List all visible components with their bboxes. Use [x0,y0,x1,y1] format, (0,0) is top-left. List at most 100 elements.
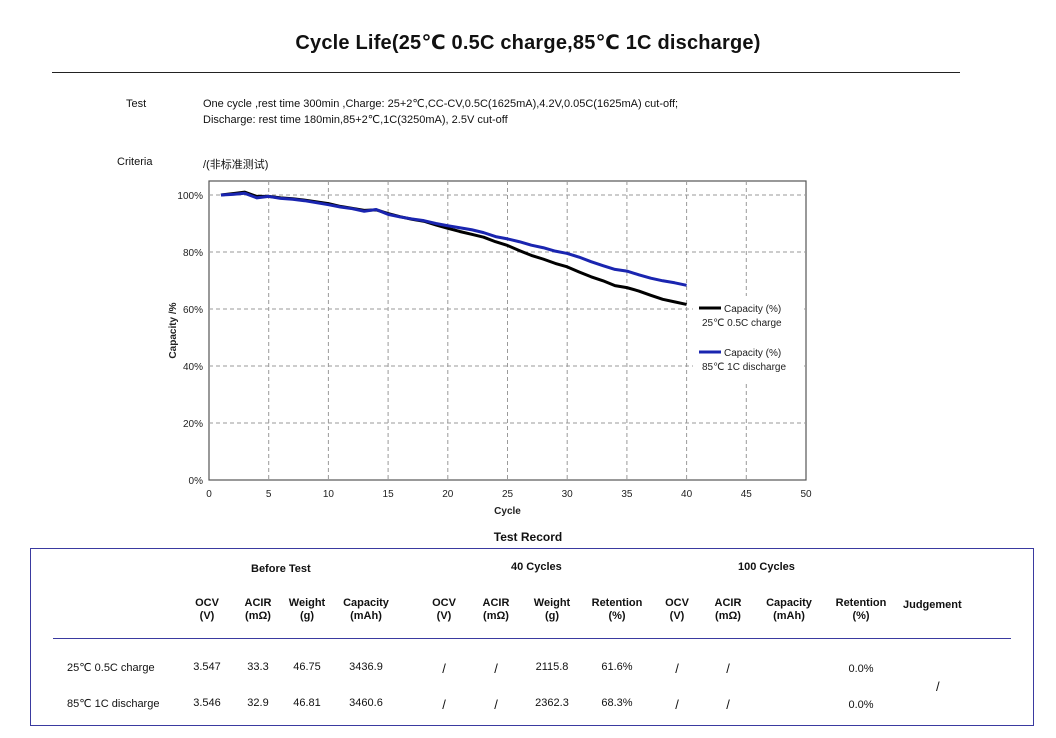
x-tick-label: 50 [800,489,812,500]
test-line-1: One cycle ,rest time 300min ,Charge: 25+… [203,98,679,110]
column-header-name: OCV [432,597,456,609]
x-tick-label: 0 [206,489,212,500]
column-header-name: ACIR [482,597,510,609]
table-cell: 3436.9 [349,661,383,673]
x-tick-label: 5 [266,489,272,500]
table-cell: / [442,661,446,676]
column-header: Weight (g) [527,597,577,623]
legend-sublabel: 85℃ 1C discharge [702,362,786,373]
column-header: Retention (%) [583,597,651,623]
x-axis-label: Cycle [494,506,521,517]
column-header-unit: (mAh) [350,610,382,622]
table-cell: 32.9 [247,697,269,709]
test-record-title: Test Record [493,530,563,544]
column-header-unit: (g) [299,610,315,622]
table-cell: / [442,697,446,712]
x-tick-label: 30 [562,489,574,500]
column-header: Capacity (mAh) [331,597,401,623]
y-tick-label: 80% [183,248,203,259]
x-tick-label: 45 [741,489,753,500]
column-header-unit: (mΩ) [715,610,741,622]
column-header: ACIR (mΩ) [706,597,750,623]
column-header-unit: (mAh) [773,610,805,622]
criteria-label: Criteria [117,156,153,168]
column-header-unit: (mΩ) [483,610,509,622]
column-header: Retention (%) [827,597,895,623]
table-cell: / [494,661,498,676]
column-header-name: ACIR [714,597,742,609]
table-cell: / [726,697,730,712]
table-cell: / [726,661,730,676]
column-header: Weight (g) [281,597,333,623]
column-header-name: Capacity [766,597,812,609]
legend-box [693,296,801,384]
column-header: OCV (V) [421,597,467,623]
legend-entry: Capacity (%) [724,304,781,315]
column-header-name: Capacity [343,597,389,609]
table-cell: / [675,697,679,712]
legend-sublabel: 25℃ 0.5C charge [702,318,782,329]
column-header-name: Weight [533,597,571,609]
y-tick-label: 0% [189,476,204,487]
table-cell: 3.546 [193,697,221,709]
row-label: 25℃ 0.5C charge [67,662,155,674]
column-header-unit: (g) [544,610,560,622]
x-tick-label: 35 [621,489,633,500]
y-tick-label: 100% [177,191,203,202]
column-header-unit: (%) [852,610,870,622]
column-header-unit: (V) [199,610,215,622]
test-label: Test [126,98,147,110]
table-cell: 3.547 [193,661,221,673]
table-cell: 2115.8 [535,661,569,673]
table-cell: 33.3 [247,661,269,673]
column-header-name: OCV [195,597,219,609]
table-cell: 68.3% [601,697,633,709]
series-line [220,191,687,287]
column-header: ACIR (mΩ) [236,597,280,623]
column-header-unit: (mΩ) [245,610,271,622]
table-cell: 46.75 [293,661,321,673]
column-header-name: Weight [288,597,326,609]
x-tick-label: 15 [383,489,395,500]
column-header-unit: (V) [436,610,452,622]
column-header-name: Retention [591,597,643,609]
y-axis-label: Capacity /% [168,302,179,358]
column-header-name: Retention [835,597,887,609]
group-100-cycles: 100 Cycles [738,561,795,573]
table-cell: / [494,697,498,712]
table-divider [53,638,1011,639]
column-header: Capacity (mAh) [753,597,825,623]
column-header: OCV (V) [654,597,700,623]
column-header: OCV (V) [180,597,234,623]
group-before-test: Before Test [251,563,311,575]
x-tick-label: 40 [681,489,693,500]
page-title: Cycle Life(25℃ 0.5C charge,85℃ 1C discha… [295,32,761,54]
y-tick-label: 60% [183,305,203,316]
x-tick-label: 10 [323,489,335,500]
column-header-unit: (%) [608,610,626,622]
table-cell: 3460.6 [349,697,383,709]
table-cell: 2362.3 [535,697,569,709]
judgement-header: Judgement [903,599,962,611]
table-cell: 0.0% [848,663,874,675]
column-header-name: OCV [665,597,689,609]
column-header-unit: (V) [669,610,685,622]
legend-entry: Capacity (%) [724,348,781,359]
test-record-table: Before Test 40 Cycles 100 Cycles OCV (V) A… [30,548,1034,726]
column-header-name: ACIR [244,597,272,609]
table-cell: 0.0% [848,699,874,711]
column-header: ACIR (mΩ) [474,597,518,623]
judgement-value: / [936,679,940,694]
title-divider [52,72,960,73]
x-tick-label: 20 [442,489,454,500]
table-cell: / [675,661,679,676]
capacity-chart: 0% 20% 40% 60% 80% 100% 0 5 10 15 20 25 30 35 40 45 50 Cy… [168,180,812,517]
test-line-2: Discharge: rest time 180min,85+2℃,1C(325… [203,114,508,126]
x-tick-label: 25 [502,489,514,500]
table-cell: 46.81 [293,697,321,709]
group-40-cycles: 40 Cycles [511,561,562,573]
table-cell: 61.6% [601,661,633,673]
criteria-value: /(非标准测试) [203,159,269,171]
row-label: 85℃ 1C discharge [67,698,160,710]
y-tick-label: 20% [183,419,203,430]
